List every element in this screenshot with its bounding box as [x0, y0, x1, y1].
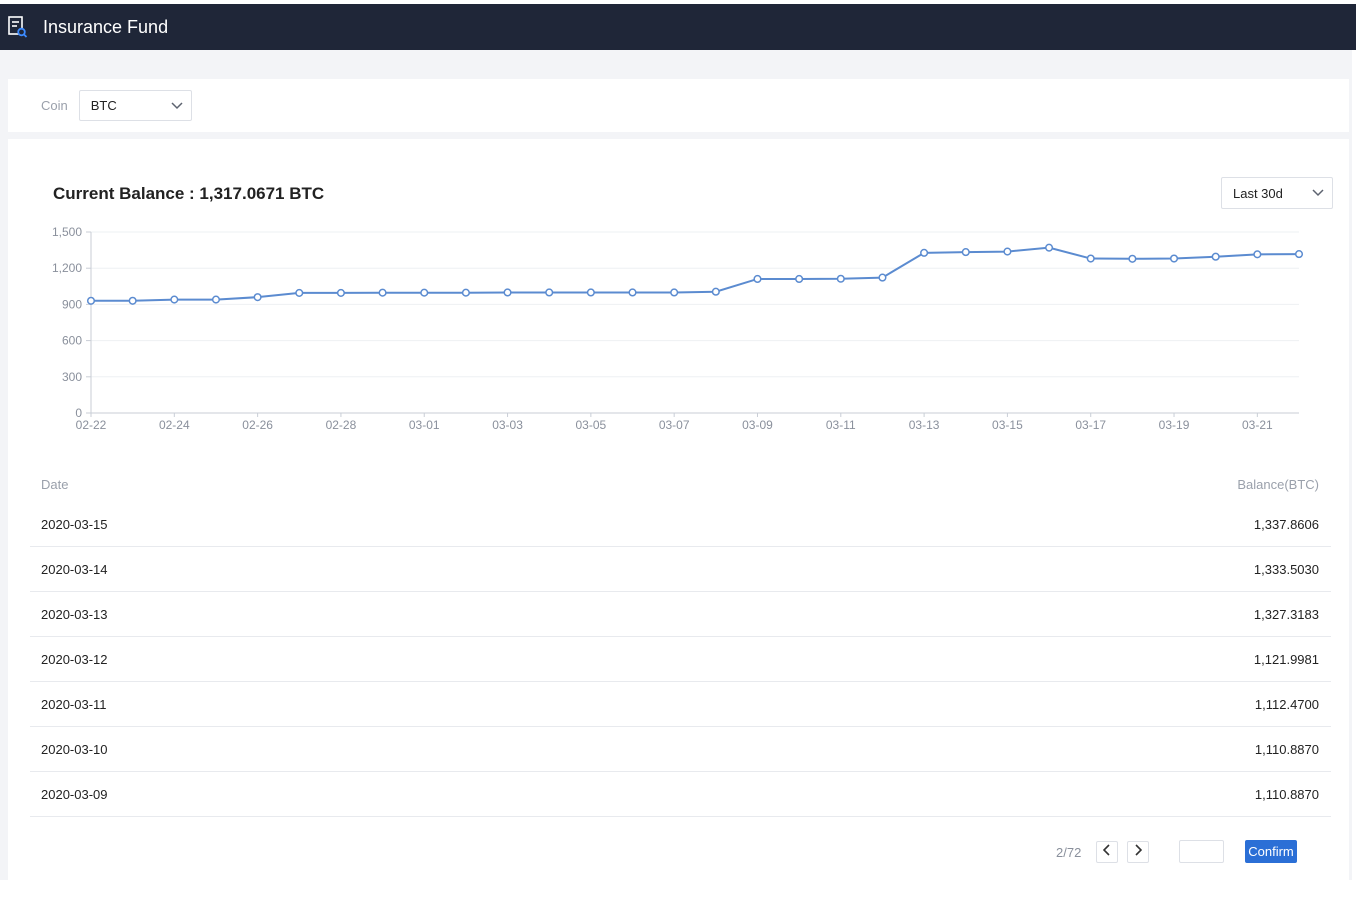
x-tick-label: 03-07 — [659, 418, 690, 432]
row-balance: 1,333.5030 — [1253, 562, 1319, 577]
data-point — [711, 287, 720, 296]
table-row: 2020-03-11 1,112.4700 — [30, 682, 1331, 727]
column-header-balance: Balance(BTC) — [1237, 477, 1319, 492]
x-tick-label: 03-05 — [576, 418, 607, 432]
data-point — [253, 293, 262, 302]
table-row: 2020-03-14 1,333.5030 — [30, 547, 1331, 592]
data-point — [295, 288, 304, 297]
next-page-button[interactable] — [1127, 841, 1149, 863]
data-point — [503, 288, 512, 297]
row-balance: 1,112.4700 — [1254, 697, 1319, 712]
data-point — [795, 274, 804, 284]
page-number-input[interactable] — [1179, 840, 1224, 863]
x-tick-label: 03-03 — [492, 418, 523, 432]
x-tick-label: 02-24 — [159, 418, 190, 432]
data-point — [1294, 250, 1304, 259]
coin-filter-bar: Coin BTC — [8, 79, 1349, 132]
x-tick-label: 02-26 — [242, 418, 273, 432]
row-balance: 1,110.8870 — [1254, 787, 1319, 802]
y-tick-label: 1,500 — [52, 225, 82, 239]
table-row: 2020-03-10 1,110.8870 — [30, 727, 1331, 772]
y-tick-label: 900 — [62, 297, 82, 311]
data-point — [1045, 243, 1054, 252]
y-tick-label: 600 — [62, 334, 82, 348]
data-point — [378, 288, 387, 297]
chevron-down-icon — [171, 97, 183, 115]
row-date: 2020-03-12 — [41, 652, 108, 667]
x-tick-label: 03-01 — [409, 418, 440, 432]
data-point — [1128, 254, 1137, 263]
data-point — [836, 274, 845, 283]
balance-line-chart: 0 300 600 900 1,200 1,500 02-22 02-24 02-26 02-28… — [52, 225, 1304, 432]
coin-select[interactable]: BTC — [78, 90, 192, 121]
data-point — [753, 274, 762, 284]
chevron-down-icon — [1312, 184, 1324, 202]
x-tick-label: 03-13 — [909, 418, 940, 432]
row-balance: 1,110.8870 — [1254, 742, 1319, 757]
data-point — [86, 296, 96, 305]
row-date: 2020-03-14 — [41, 562, 108, 577]
x-tick-label: 03-21 — [1242, 418, 1273, 432]
data-point — [211, 295, 221, 304]
table-row: 2020-03-12 1,121.9981 — [30, 637, 1331, 682]
data-point — [1169, 254, 1179, 263]
confirm-button[interactable]: Confirm — [1245, 840, 1297, 863]
x-tick-label: 02-22 — [76, 418, 107, 432]
row-balance: 1,337.8606 — [1253, 517, 1319, 532]
row-date: 2020-03-09 — [41, 787, 108, 802]
top-header-bar: Insurance Fund — [0, 4, 1356, 50]
report-search-icon — [8, 16, 30, 38]
data-point — [1253, 250, 1262, 259]
x-tick-label: 03-19 — [1159, 418, 1190, 432]
range-select-value: Last 30d — [1233, 185, 1283, 201]
y-tick-label: 0 — [75, 406, 82, 420]
data-point — [628, 288, 637, 297]
x-tick-label: 03-15 — [992, 418, 1023, 432]
data-point — [670, 288, 679, 297]
data-point — [336, 288, 345, 297]
page-title: Insurance Fund — [43, 16, 169, 37]
table-row: 2020-03-09 1,110.8870 — [30, 772, 1331, 817]
previous-page-button[interactable] — [1096, 841, 1118, 863]
data-point — [1086, 254, 1095, 263]
data-point — [461, 288, 470, 297]
data-point — [420, 288, 429, 297]
y-tick-label: 300 — [62, 370, 82, 384]
chevron-right-icon — [1134, 843, 1143, 861]
table-row: 2020-03-13 1,327.3183 — [30, 592, 1331, 637]
x-tick-label: 03-17 — [1075, 418, 1106, 432]
coin-label: Coin — [41, 98, 68, 113]
data-point — [961, 248, 970, 257]
current-balance: Current Balance : 1,317.0671 BTC — [53, 184, 325, 203]
table-row: 2020-03-15 1,337.8606 — [30, 502, 1331, 547]
x-tick-label: 03-11 — [826, 418, 856, 432]
series-line — [91, 246, 1300, 302]
chevron-left-icon — [1102, 843, 1111, 861]
data-point — [128, 296, 137, 305]
balance-table: 2020-03-15 1,337.8606 2020-03-14 1,333.5… — [30, 502, 1331, 817]
row-date: 2020-03-10 — [41, 742, 108, 757]
data-point — [1211, 252, 1220, 261]
page-indicator: 2/72 — [1056, 845, 1082, 860]
row-date: 2020-03-13 — [41, 607, 108, 622]
row-balance: 1,327.3183 — [1253, 607, 1319, 622]
table-header: Date Balance(BTC) — [30, 469, 1331, 503]
y-tick-label: 1,200 — [52, 261, 82, 275]
range-select[interactable]: Last 30d — [1221, 177, 1333, 209]
data-point — [920, 248, 929, 257]
row-date: 2020-03-15 — [41, 517, 108, 532]
data-point — [1003, 247, 1012, 256]
x-tick-label: 02-28 — [326, 418, 357, 432]
data-point — [170, 295, 179, 304]
coin-select-value: BTC — [90, 98, 117, 113]
row-balance: 1,121.9981 — [1253, 652, 1319, 667]
pagination: 2/72 Confirm — [8, 839, 1349, 865]
data-point — [586, 288, 595, 297]
row-date: 2020-03-11 — [41, 697, 107, 712]
balance-card: Current Balance : 1,317.0671 BTC Last 30… — [8, 139, 1349, 880]
data-point — [545, 288, 554, 297]
column-header-date: Date — [41, 477, 69, 492]
data-point — [878, 273, 887, 282]
x-tick-label: 03-09 — [742, 418, 773, 432]
